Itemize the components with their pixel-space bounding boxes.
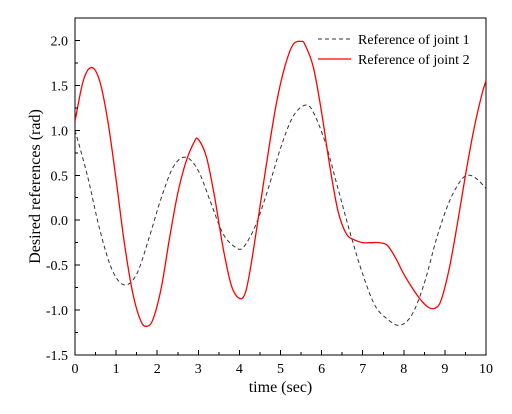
y-tick-label: 2.0 — [51, 34, 69, 49]
y-tick-label: 0.0 — [51, 214, 69, 229]
y-tick-label: 0.5 — [51, 169, 69, 184]
x-tick-label: 4 — [236, 362, 243, 377]
y-tick-label: 1.0 — [51, 124, 69, 139]
legend: Reference of joint 1 Reference of joint 2 — [318, 33, 470, 68]
x-tick-label: 9 — [441, 362, 448, 377]
y-tick-label: 1.5 — [51, 79, 69, 94]
legend-label-2: Reference of joint 2 — [358, 53, 470, 68]
series-layer — [75, 40, 486, 327]
y-axis-label: Desired references (rad) — [27, 109, 44, 264]
x-tick-label: 8 — [400, 362, 407, 377]
y-tick-label: -0.5 — [46, 259, 68, 274]
series-line-2 — [75, 40, 486, 327]
y-axis-ticks: -1.5 -1.0 -0.5 0.0 0.5 1.0 1.5 2.0 — [46, 34, 80, 364]
plot-area: 0 1 2 3 4 5 6 7 8 9 10 -1.5 -1.0 -0.5 0.0 0.5 1.0 1.5 2.0 — [46, 17, 493, 377]
x-tick-label: 7 — [359, 362, 366, 377]
legend-label-1: Reference of joint 1 — [358, 33, 470, 48]
x-tick-label: 5 — [277, 362, 284, 377]
x-axis-label: time (sec) — [249, 379, 313, 396]
x-tick-label: 10 — [479, 362, 493, 377]
x-tick-label: 0 — [72, 362, 79, 377]
series-line-1 — [75, 104, 486, 326]
x-tick-label: 3 — [195, 362, 202, 377]
y-tick-label: -1.5 — [46, 349, 68, 364]
x-tick-label: 2 — [154, 362, 161, 377]
x-tick-label: 6 — [318, 362, 325, 377]
y-tick-label: -1.0 — [46, 304, 68, 319]
x-tick-label: 1 — [113, 362, 120, 377]
x-axis-ticks: 0 1 2 3 4 5 6 7 8 9 10 — [72, 350, 493, 377]
